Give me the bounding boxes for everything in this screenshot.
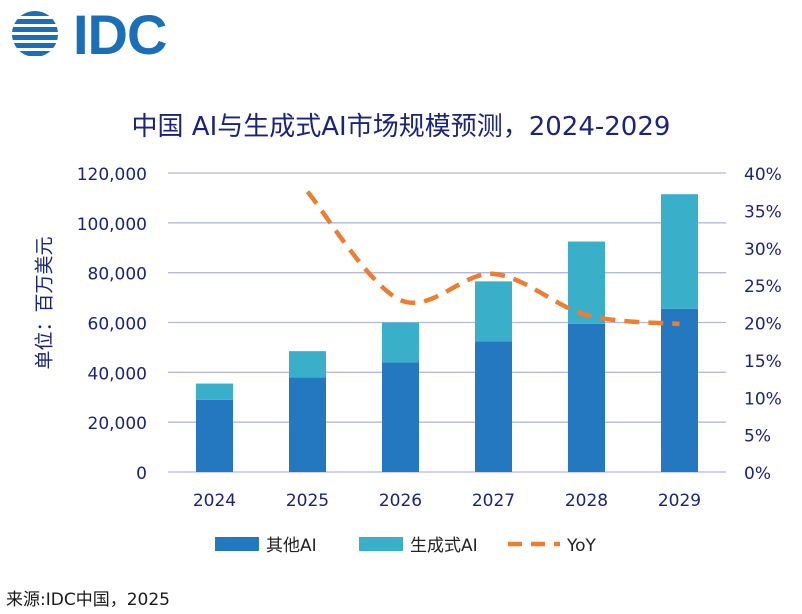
y2-tick-label: 0% bbox=[744, 464, 771, 484]
y2-tick-label: 5% bbox=[744, 427, 771, 447]
y2-tick-label: 10% bbox=[744, 389, 782, 409]
legend-swatch-other-ai bbox=[215, 537, 259, 551]
bar-gen-ai bbox=[196, 383, 233, 400]
bar-gen-ai bbox=[568, 241, 605, 324]
y-tick-label: 80,000 bbox=[88, 265, 147, 285]
x-tick-label: 2027 bbox=[472, 491, 515, 511]
chart-title: 中国 AI与生成式AI市场规模预测，2024-2029 bbox=[131, 112, 671, 142]
y2-tick-label: 20% bbox=[744, 315, 782, 335]
idc-logo: IDC bbox=[10, 3, 185, 66]
bar-other-ai bbox=[475, 341, 512, 472]
bar-other-ai bbox=[289, 377, 326, 472]
bar-gen-ai bbox=[289, 351, 326, 378]
bar-gen-ai bbox=[661, 194, 698, 309]
y2-tick-label: 25% bbox=[744, 277, 782, 297]
y-tick-label: 0 bbox=[136, 464, 147, 484]
legend-label-gen-ai: 生成式AI bbox=[410, 536, 478, 556]
y-tick-label: 40,000 bbox=[88, 364, 147, 384]
bar-other-ai bbox=[196, 399, 233, 472]
legend-label-other-ai: 其他AI bbox=[266, 536, 317, 556]
source-note: 来源:IDC中国，2025 bbox=[6, 590, 170, 610]
y-tick-label: 20,000 bbox=[88, 414, 147, 434]
x-tick-label: 2029 bbox=[658, 491, 701, 511]
idc-globe-icon bbox=[12, 11, 58, 56]
logo-text: IDC bbox=[73, 3, 167, 66]
bar-gen-ai bbox=[475, 281, 512, 342]
y2-tick-label: 30% bbox=[744, 240, 782, 260]
y-tick-label: 60,000 bbox=[88, 315, 147, 335]
bar-other-ai bbox=[382, 362, 419, 472]
y-tick-label: 120,000 bbox=[77, 165, 147, 185]
x-tick-label: 2025 bbox=[286, 491, 329, 511]
y2-tick-label: 40% bbox=[744, 165, 782, 185]
y2-tick-label: 15% bbox=[744, 352, 782, 372]
y2-tick-label: 35% bbox=[744, 202, 782, 222]
legend-label-yoy: YoY bbox=[566, 536, 597, 556]
y-tick-label: 100,000 bbox=[77, 215, 147, 235]
bar-other-ai bbox=[661, 308, 698, 472]
x-tick-label: 2026 bbox=[379, 491, 422, 511]
x-tick-label: 2024 bbox=[193, 491, 236, 511]
yoy-line bbox=[305, 190, 680, 327]
bar-other-ai bbox=[568, 323, 605, 472]
legend-swatch-gen-ai bbox=[359, 537, 403, 551]
bar-gen-ai bbox=[382, 322, 419, 363]
x-tick-label: 2028 bbox=[565, 491, 608, 511]
